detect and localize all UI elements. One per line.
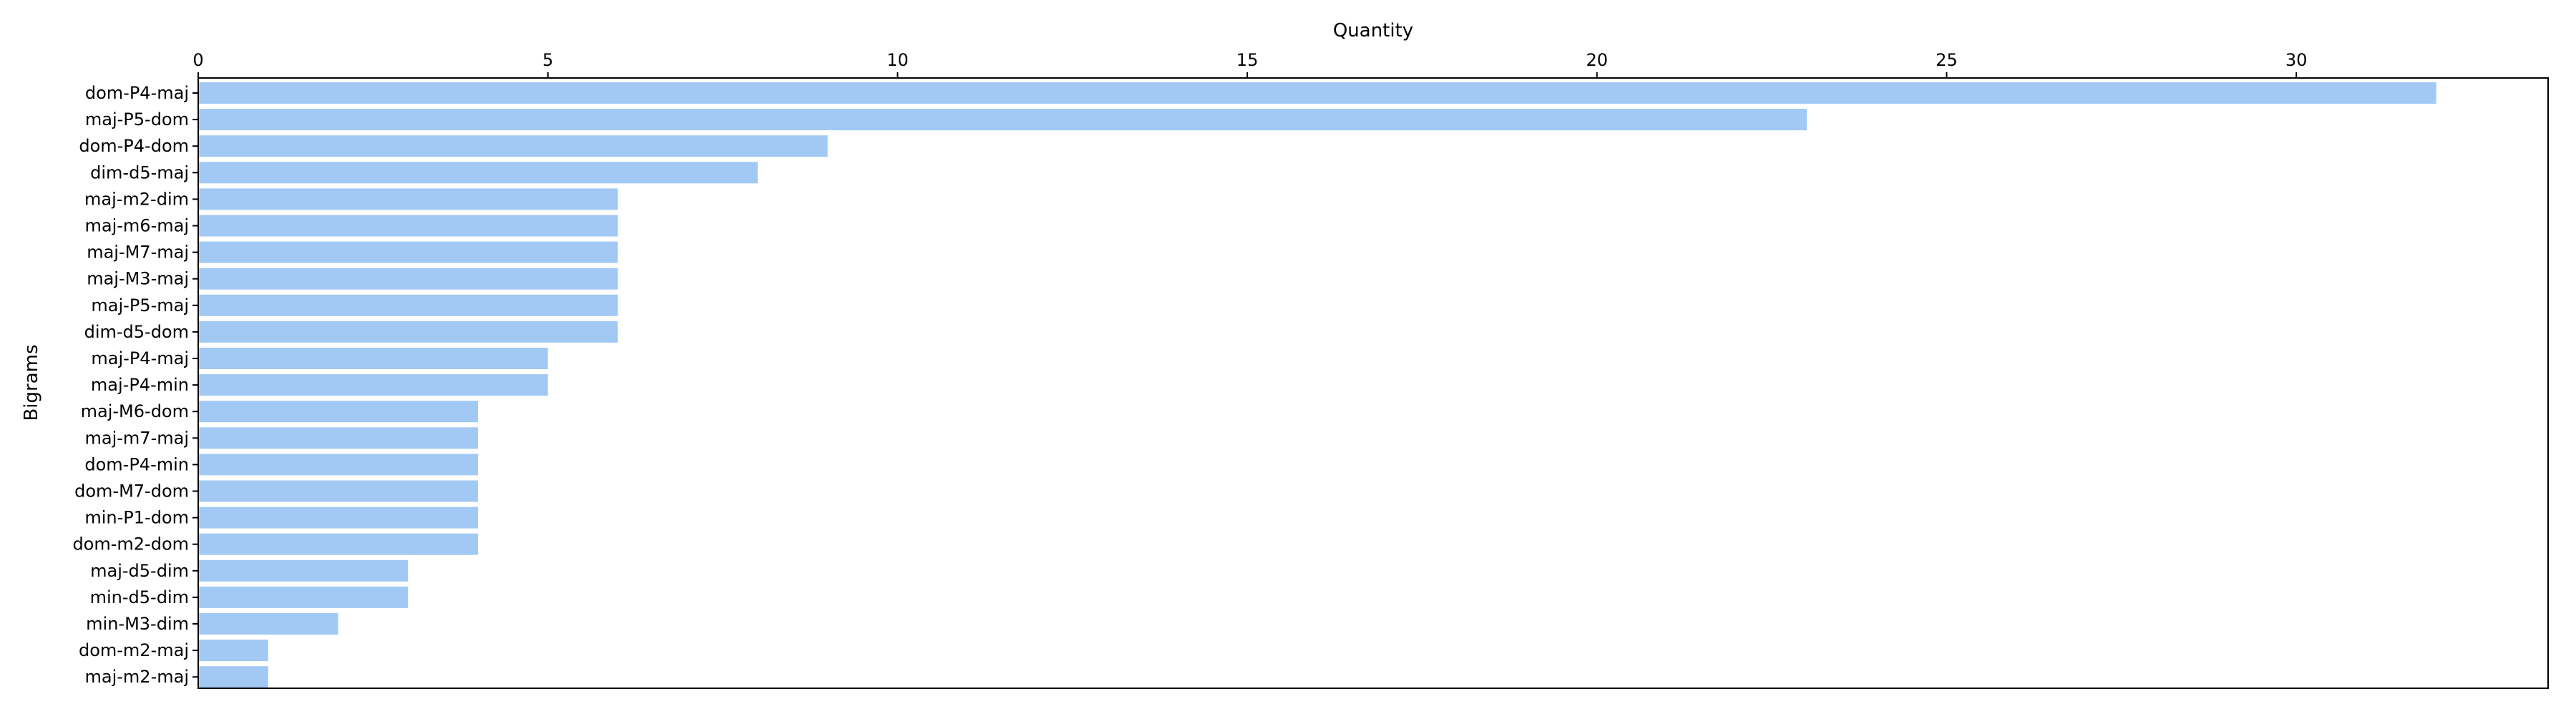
y-tick-label: maj-d5-dim <box>90 561 189 581</box>
y-tick-label: maj-m6-maj <box>85 216 189 236</box>
bar-dom-P4-min <box>198 454 478 476</box>
bar-maj-m7-maj <box>198 427 478 449</box>
y-tick-label: dom-M7-dom <box>74 481 189 502</box>
x-tick-label: 20 <box>1586 50 1608 70</box>
x-tick-label: 10 <box>887 50 909 70</box>
bar-dim-d5-dom <box>198 321 618 343</box>
bar-dim-d5-maj <box>198 162 758 184</box>
y-tick-label: dom-P4-dom <box>79 136 189 156</box>
x-axis-label: Quantity <box>1333 20 1413 41</box>
bar-dom-m2-dom <box>198 533 478 555</box>
bar-maj-M6-dom <box>198 401 478 423</box>
plot-frame <box>197 77 2549 689</box>
bar-maj-m6-maj <box>198 215 618 237</box>
bar-maj-P4-min <box>198 374 548 396</box>
bar-maj-M3-maj <box>198 268 618 290</box>
y-tick-label: dom-P4-min <box>84 454 189 474</box>
y-tick-label: dim-d5-dom <box>84 322 189 342</box>
bar-maj-M7-maj <box>198 241 618 263</box>
x-tick-label: 0 <box>192 50 203 70</box>
x-tick-label: 30 <box>2285 50 2308 70</box>
x-tick-label: 15 <box>1236 50 1259 70</box>
bar-dom-P4-maj <box>198 82 2436 104</box>
x-tick-label: 5 <box>542 50 553 70</box>
bar-min-d5-dim <box>198 586 409 608</box>
bar-maj-P5-dom <box>198 109 1807 131</box>
y-tick-label: dom-P4-maj <box>85 83 189 103</box>
y-tick-label: maj-P5-maj <box>91 295 189 316</box>
y-tick-label: maj-P4-maj <box>91 348 189 368</box>
bar-maj-m2-maj <box>198 666 268 688</box>
bar-maj-m2-dim <box>198 188 618 210</box>
bar-min-M3-dim <box>198 613 338 635</box>
y-tick-label: maj-M7-maj <box>87 243 189 263</box>
y-tick-label: min-d5-dim <box>90 587 189 607</box>
y-tick-label: dom-m2-maj <box>79 640 189 660</box>
bar-maj-d5-dim <box>198 559 409 582</box>
bar-dom-P4-dom <box>198 135 828 157</box>
y-tick-label: dim-d5-maj <box>90 162 189 182</box>
bar-dom-M7-dom <box>198 480 478 502</box>
y-tick-label: maj-m2-maj <box>85 667 189 687</box>
bar-maj-P4-maj <box>198 348 548 369</box>
bar-min-P1-dom <box>198 507 478 529</box>
y-tick-label: maj-m2-dim <box>84 189 189 209</box>
y-tick-label: min-M3-dim <box>86 614 189 634</box>
bar-dom-m2-maj <box>198 640 268 662</box>
y-axis-label: Bigrams <box>21 344 42 421</box>
x-tick-label: 25 <box>1936 50 1958 70</box>
y-tick-label: maj-M6-dom <box>81 401 189 421</box>
bar-maj-P5-maj <box>198 294 618 316</box>
y-tick-label: maj-m7-maj <box>85 428 189 448</box>
y-tick-label: maj-M3-maj <box>87 269 189 289</box>
y-tick-label: maj-P5-dom <box>85 109 189 129</box>
y-tick-label: dom-m2-dom <box>72 534 189 554</box>
y-tick-label: maj-P4-min <box>91 375 189 395</box>
y-tick-label: min-P1-dom <box>84 508 189 528</box>
